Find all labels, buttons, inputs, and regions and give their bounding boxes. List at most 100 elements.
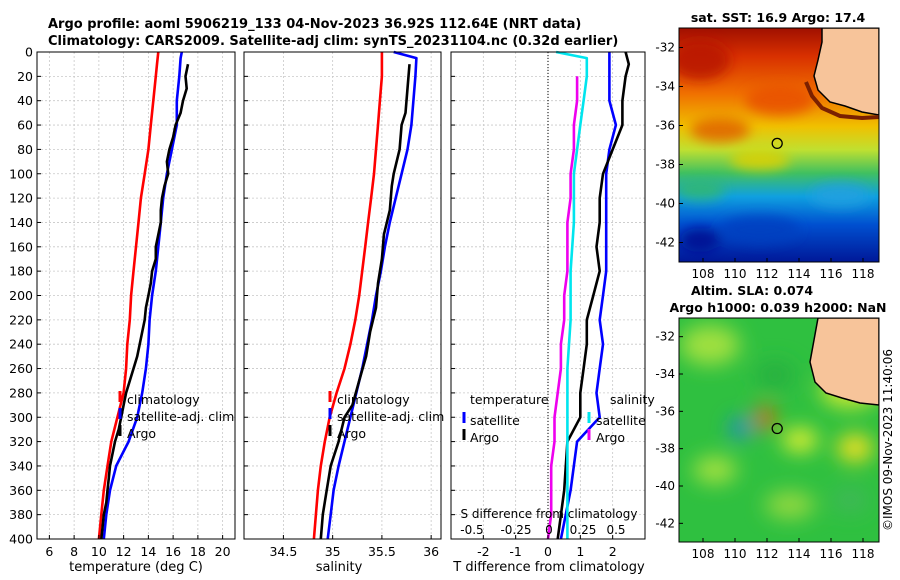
- y-tick-label: 300: [9, 410, 33, 425]
- x-tick-label: 2: [609, 544, 617, 559]
- x-tick-label: 36: [423, 544, 439, 559]
- difference-top-xlabel: S difference from climatology: [461, 507, 638, 521]
- map-x-tick-label: 118: [852, 547, 875, 561]
- series-line-temperature-satellite: [559, 52, 618, 540]
- sst-map: 108 110 112 114 116 118 -32 -34 -36 -38 -40 -42: [655, 27, 880, 282]
- y-tick-label: 240: [9, 337, 33, 352]
- header-line-2: Climatology: CARS2009. Satellite-adj cli…: [48, 34, 618, 49]
- legend-label: satellite-adj. clim: [127, 409, 234, 424]
- legend-title: salinity: [610, 392, 655, 407]
- y-tick-label: 380: [9, 507, 33, 522]
- y-tick-label: 100: [9, 166, 33, 181]
- map-x-tick-label: 116: [820, 267, 843, 281]
- salinity-panel: 34.5 35 35.5 36 climatology satellite-adj. cl…: [243, 50, 444, 559]
- map-y-tick-label: -40: [655, 479, 675, 493]
- sla-map: 108 110 112 114 116 118 -32 -34 -36 -38 -40 -42: [655, 317, 880, 561]
- map-x-tick-label: 110: [724, 267, 747, 281]
- map-x-tick-label: 112: [756, 267, 779, 281]
- legend-label: Argo: [337, 426, 366, 441]
- y-tick-label: 0: [25, 45, 33, 60]
- legend-label: Argo: [470, 430, 499, 445]
- map-y-tick-label: -42: [655, 516, 675, 530]
- legend-label: satellite: [470, 413, 520, 428]
- sst-argo-marker: [771, 137, 783, 150]
- map-x-tick-label: 108: [692, 547, 715, 561]
- y-tick-label: 260: [9, 361, 33, 376]
- temperature-panel: 6 8 10 12 14 16 18 2002040608010012014016018020…: [9, 45, 236, 559]
- x-tick-label: 35: [325, 544, 341, 559]
- sla-map-frame: [678, 317, 880, 543]
- legend-title: temperature: [470, 392, 549, 407]
- x-tick-label: 10: [91, 544, 107, 559]
- map-y-tick-label: -34: [655, 367, 675, 381]
- x-tick-label: 16: [165, 544, 181, 559]
- legend-label: Argo: [596, 430, 625, 445]
- sst-patches: [679, 40, 870, 252]
- series-line-salinity-argo: [546, 76, 579, 540]
- salinity-xlabel: salinity: [316, 560, 363, 575]
- map-x-tick-label: 114: [788, 547, 811, 561]
- sst-shelf: [804, 81, 879, 121]
- x-tick-label: 12: [116, 544, 132, 559]
- map-x-tick-label: 108: [692, 267, 715, 281]
- sla-land: [809, 318, 879, 406]
- series-line-climatology: [312, 52, 384, 540]
- y-tick-label: 400: [9, 532, 33, 547]
- top-x-tick-label: 0.25: [570, 523, 597, 537]
- x-tick-label: 35.5: [368, 544, 396, 559]
- watermark: ©IMOS 09-Nov-2023 11:40:06: [881, 349, 895, 531]
- map-y-tick-label: -34: [655, 80, 675, 94]
- legend-label: climatology: [337, 392, 410, 407]
- map-y-tick-label: -42: [655, 236, 675, 250]
- y-tick-label: 220: [9, 312, 33, 327]
- top-x-tick-label: 0: [545, 523, 553, 537]
- map-y-tick-label: -32: [655, 41, 675, 55]
- y-tick-label: 280: [9, 385, 33, 400]
- series-line-satellite-adj-clim: [102, 51, 184, 540]
- sla-map-subtitle: Argo h1000: 0.039 h2000: NaN: [669, 300, 886, 315]
- y-tick-label: 160: [9, 239, 33, 254]
- map-y-tick-label: -36: [655, 119, 675, 133]
- x-tick-label: 0: [544, 544, 552, 559]
- sst-map-axes: 108 110 112 114 116 118 -32 -34 -36 -38 -40 -42: [655, 41, 874, 282]
- legend-label: climatology: [127, 392, 200, 407]
- y-tick-label: 180: [9, 264, 33, 279]
- x-tick-label: 34.5: [269, 544, 297, 559]
- x-tick-label: 14: [140, 544, 156, 559]
- x-tick-label: 1: [576, 544, 584, 559]
- y-tick-label: 200: [9, 288, 33, 303]
- legend-label: Argo: [127, 426, 156, 441]
- y-tick-label: 360: [9, 483, 33, 498]
- map-y-tick-label: -40: [655, 197, 675, 211]
- legend-label: satellite-adj. clim: [337, 409, 444, 424]
- y-tick-label: 340: [9, 458, 33, 473]
- difference-panel: -2 -1 0 1 2 temperature satellite Argo salinity s…: [450, 50, 655, 559]
- temperature-xlabel: temperature (deg C): [69, 560, 203, 575]
- series-line-temperature-argo: [556, 51, 631, 540]
- sst-map-frame: [678, 27, 880, 263]
- x-tick-label: -1: [509, 544, 521, 559]
- y-tick-label: 320: [9, 434, 33, 449]
- sla-argo-marker: [771, 422, 783, 435]
- map-x-tick-label: 110: [724, 547, 747, 561]
- top-x-tick-label: 0.5: [606, 523, 625, 537]
- x-tick-label: 6: [45, 544, 53, 559]
- x-tick-label: -2: [477, 544, 489, 559]
- sla-map-title: Altim. SLA: 0.074: [691, 283, 813, 298]
- difference-xlabel: T difference from climatology: [452, 560, 645, 575]
- y-tick-label: 120: [9, 191, 33, 206]
- x-tick-label: 20: [215, 544, 231, 559]
- map-y-tick-label: -38: [655, 158, 675, 172]
- y-tick-label: 20: [17, 69, 33, 84]
- map-y-tick-label: -32: [655, 330, 675, 344]
- y-tick-label: 80: [17, 142, 33, 157]
- series-line-argo: [100, 63, 190, 540]
- series-line-climatology: [97, 51, 160, 540]
- y-tick-label: 140: [9, 215, 33, 230]
- map-y-tick-label: -36: [655, 404, 675, 418]
- x-tick-label: 18: [190, 544, 206, 559]
- top-x-tick-label: -0.25: [500, 523, 531, 537]
- map-x-tick-label: 114: [788, 267, 811, 281]
- grid: [244, 51, 441, 540]
